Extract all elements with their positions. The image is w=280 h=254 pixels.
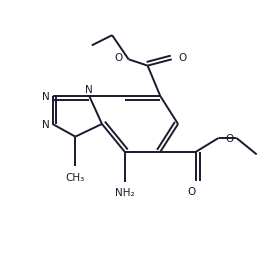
Text: O: O (225, 133, 233, 143)
Text: N: N (41, 92, 49, 102)
Text: CH₃: CH₃ (66, 172, 85, 182)
Text: N: N (85, 85, 93, 94)
Text: NH₂: NH₂ (115, 188, 135, 198)
Text: O: O (114, 53, 122, 62)
Text: N: N (41, 119, 49, 130)
Text: O: O (178, 53, 186, 62)
Text: O: O (188, 186, 196, 196)
